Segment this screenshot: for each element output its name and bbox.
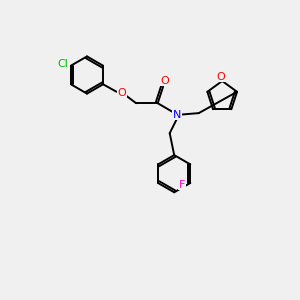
Text: N: N <box>173 110 182 120</box>
Text: O: O <box>118 88 126 98</box>
Text: O: O <box>160 76 169 86</box>
Text: O: O <box>216 71 225 82</box>
Text: F: F <box>179 179 185 190</box>
Text: Cl: Cl <box>57 59 68 69</box>
